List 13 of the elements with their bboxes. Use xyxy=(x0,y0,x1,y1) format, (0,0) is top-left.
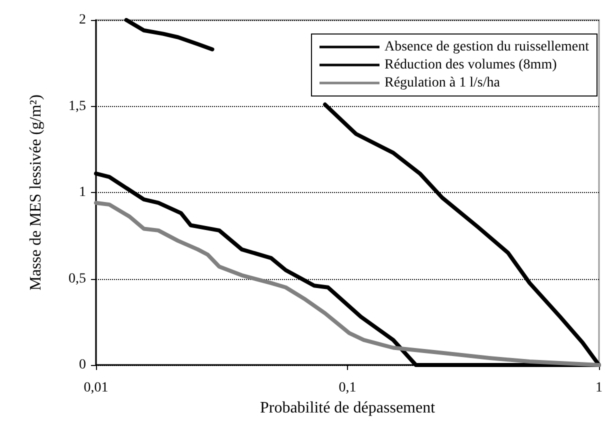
legend-label: Régulation à 1 l/s/ha xyxy=(384,76,501,90)
y-tick-label: 2 xyxy=(79,12,86,28)
y-axis-title: Masse de MES lessivée (g/m²) xyxy=(28,94,44,290)
x-tick-label: 1 xyxy=(596,380,602,396)
x-tick-label: 0,1 xyxy=(338,380,356,396)
y-tick-label: 1 xyxy=(79,185,86,200)
x-tick-label: 0,01 xyxy=(84,380,108,396)
legend-label: Réduction des volumes (8mm) xyxy=(384,58,558,72)
x-axis-title: Probabilité de dépassement xyxy=(260,399,436,416)
y-tick-label: 0,5 xyxy=(68,271,86,286)
legend-label: Absence de gestion du ruissellement xyxy=(384,40,590,54)
y-tick-label: 0 xyxy=(79,358,86,372)
y-tick-label: 1,5 xyxy=(68,98,86,114)
